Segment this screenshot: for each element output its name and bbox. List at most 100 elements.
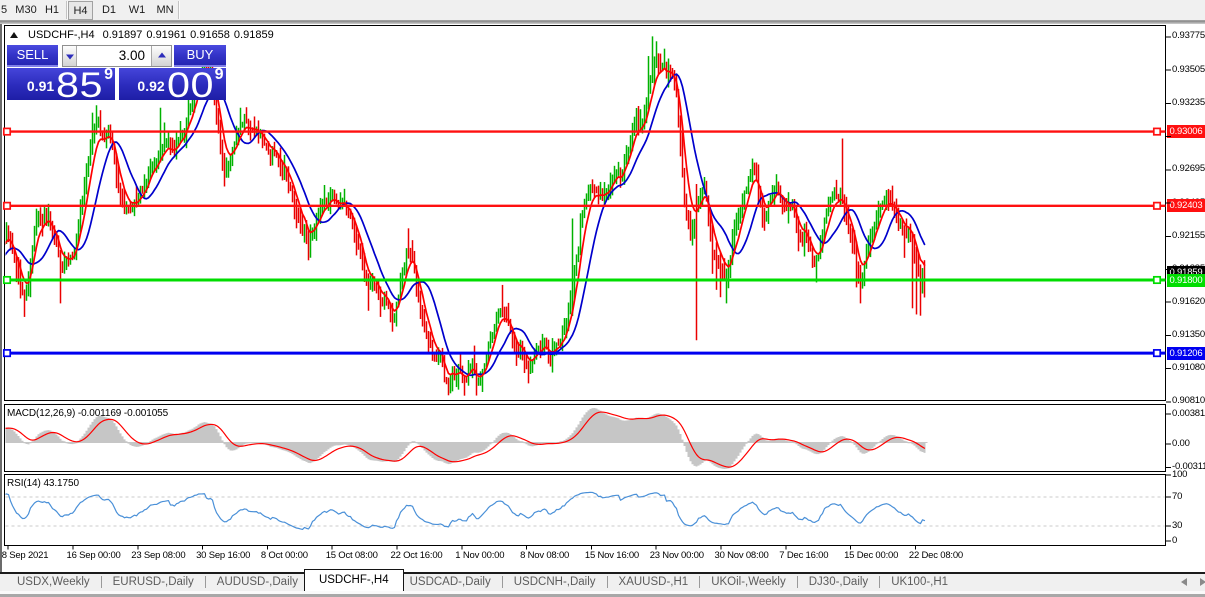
ask-point: 9 [214,66,224,83]
time-label: 15 Nov 16:00 [584,550,640,561]
macd-tick--0.003115: -0.003115 [1172,461,1205,473]
price-tick-0.93775: 0.93775 [1172,30,1205,42]
main-plot [5,36,926,396]
buy-button[interactable]: BUY [174,45,226,67]
volume-decrease-button[interactable] [63,46,77,66]
chart-tab-USDCNH-,Daily[interactable]: USDCNH-,Daily [513,575,596,588]
line-handle[interactable] [2,201,12,210]
ohlc-close: 0.91859 [233,29,274,41]
price-tick-0.93235: 0.93235 [1172,96,1205,108]
line-handle[interactable] [1152,349,1162,358]
ask-pips: 00 [166,66,214,105]
macd-signal-line [5,411,926,468]
rsi-plot [5,491,1165,531]
time-label: 30 Nov 08:00 [714,550,769,561]
rsi-tick-0: 0 [1172,534,1178,546]
price-tick-0.92155: 0.92155 [1172,229,1205,241]
rsi-name: RSI(14) [7,478,41,489]
panel-frame [4,474,1166,546]
ma-slow-line [5,73,926,377]
tab-separator [204,575,206,588]
rsi-tick-100: 100 [1172,468,1188,480]
tab-separator [100,575,102,588]
bid-price-display[interactable]: 0.91 85 9 [7,66,115,103]
price-tick-0.91080: 0.91080 [1172,362,1205,374]
time-label: 16 Sep 00:00 [66,550,121,561]
price-tick-0.91350: 0.91350 [1172,328,1205,340]
time-label: 22 Oct 16:00 [390,550,443,561]
time-label: 15 Oct 08:00 [325,550,378,561]
timeframe-button-h4[interactable]: H4 [68,1,93,20]
ask-price-display[interactable]: 0.92 00 9 [118,66,226,105]
time-label: 8 Nov 08:00 [520,550,570,561]
tab-separator [501,575,503,588]
volume-increase-button[interactable] [151,46,171,66]
hline-price-label-0.91206: 0.91206 [1166,346,1205,360]
price-tick-0.93505: 0.93505 [1172,63,1205,75]
price-tick-0.90810: 0.90810 [1172,395,1205,407]
sell-button[interactable]: SELL [7,45,58,67]
timeframe-button-m30[interactable]: M30 [15,4,37,16]
time-label: 23 Nov 00:00 [649,550,704,561]
tab-separator [699,575,701,588]
chart-tabs: USDX,Weekly EURUSD-,Daily AUDUSD-,Daily USD… [11,569,954,591]
time-label: 8 Oct 00:00 [260,550,308,561]
chart-tab-EURUSD-,Daily[interactable]: EURUSD-,Daily [112,575,194,588]
timeframe-button-h1[interactable]: H1 [44,4,60,16]
chart-tab-UKOil-,Weekly[interactable]: UKOil-,Weekly [711,575,786,588]
time-label: 1 Nov 00:00 [455,550,505,561]
tab-separator [879,575,881,588]
tab-separator [606,575,608,588]
rsi-value: 43.1750 [43,478,79,489]
hline-price-label-0.93006: 0.93006 [1166,125,1205,139]
chart-tab-DJ30-,Daily[interactable]: DJ30-,Daily [808,575,869,588]
timeframe-button-m5[interactable]: 5 [1,4,8,16]
time-label: 7 Dec 16:00 [779,550,829,561]
timeframe-button-d1[interactable]: D1 [101,4,117,16]
chart-tab-USDCHF-,H4[interactable]: USDCHF-,H4 [303,569,404,591]
volume-spinner: 3.00 [62,45,172,67]
window-edge [0,21,1205,24]
chart-title: USDCHF-,H4 0.91897 0.91961 0.91658 0.918… [10,28,278,42]
chart-tab-AUDUSD-,Daily[interactable]: AUDUSD-,Daily [216,575,298,588]
collapse-panel-icon[interactable] [10,32,18,38]
rsi-line [5,491,926,531]
tabs-scroll-left-icon[interactable] [1181,578,1187,586]
timeframe-button-w1[interactable]: W1 [128,4,146,16]
ohlc-open: 0.91897 [102,29,143,41]
one-click-trading-panel: SELL 3.00 BUY 0.91 85 9 0.92 00 9 [7,45,226,105]
chart-tab-USDX,Weekly[interactable]: USDX,Weekly [17,575,90,588]
ma-fast-line [5,67,926,378]
timeframe-button-mn[interactable]: MN [156,4,174,16]
tabs-scroll-right-icon[interactable] [1200,578,1205,586]
price-tick-0.91620: 0.91620 [1172,295,1205,307]
macd-tick-0.00: 0.00 [1172,437,1190,449]
chart-tab-UK100-,H1[interactable]: UK100-,H1 [891,575,949,588]
bid-point: 9 [104,66,113,83]
macd-values: -0.001169 -0.001055 [77,408,169,419]
chart-symbol-period: USDCHF-,H4 [28,29,95,41]
bid-prefix: 0.91 [26,78,55,94]
time-label: 8 Sep 2021 [1,550,49,561]
time-label: 15 Dec 00:00 [844,550,899,561]
volume-input[interactable]: 3.00 [118,48,145,63]
macd-plot [5,408,928,469]
chart-tab-XAUUSD-,H1[interactable]: XAUUSD-,H1 [618,575,689,588]
hline-objects[interactable] [2,127,1166,358]
statusbar [0,593,1205,597]
line-handle[interactable] [2,275,12,285]
line-handle[interactable] [2,349,12,358]
hline-price-label-0.92403: 0.92403 [1166,199,1205,213]
line-handle[interactable] [1152,201,1162,210]
line-handle[interactable] [1152,275,1162,285]
chart-tab-USDCAD-,Daily[interactable]: USDCAD-,Daily [409,575,491,588]
price-tick-0.92695: 0.92695 [1172,163,1205,175]
time-label: 30 Sep 16:00 [196,550,251,561]
line-handle[interactable] [1152,127,1162,136]
time-label: 22 Dec 08:00 [908,550,964,561]
line-handle[interactable] [2,127,12,136]
macd-indicator-label: MACD(12,26,9) -0.001169 -0.001055 [7,408,168,419]
statusbar-highlight [0,591,1205,594]
